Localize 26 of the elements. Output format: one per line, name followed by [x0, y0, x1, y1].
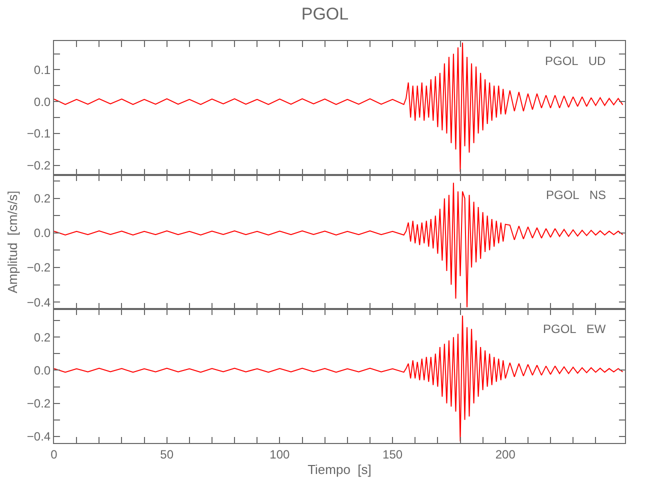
- annotation: PGOL EW: [543, 322, 606, 336]
- y-tick-label: −0.2: [26, 396, 51, 410]
- y-tick-label: −0.1: [26, 126, 51, 141]
- y-axis-title: Amplitud [cm/s/s]: [4, 190, 20, 294]
- x-axis-title: Tiempo [s]: [308, 462, 372, 477]
- x-tick-label: 0: [50, 447, 58, 462]
- y-tick-label: 0.2: [34, 192, 51, 206]
- line-series: [54, 182, 624, 308]
- y-tick-label: 0.0: [34, 363, 51, 378]
- x-tick-label: 50: [160, 447, 174, 462]
- x-tick-label: 100: [270, 447, 290, 462]
- y-tick-label: −0.4: [26, 430, 51, 444]
- chart-title: PGOL: [301, 4, 349, 24]
- y-tick-label: 0.0: [34, 226, 51, 240]
- x-tick-label: 200: [495, 447, 516, 462]
- y-tick-label: 0.2: [34, 330, 51, 344]
- y-tick-label: −0.2: [26, 158, 51, 173]
- annotation: PGOL NS: [546, 188, 606, 202]
- line-series: [54, 42, 624, 172]
- annotation: PGOL UD: [545, 54, 606, 68]
- y-tick-label: 0.0: [34, 94, 51, 109]
- x-tick-label: 150: [382, 447, 403, 462]
- y-tick-label: −0.4: [26, 295, 51, 310]
- y-tick-label: 0.1: [34, 62, 51, 77]
- line-series: [54, 315, 624, 442]
- y-tick-label: −0.2: [26, 260, 51, 275]
